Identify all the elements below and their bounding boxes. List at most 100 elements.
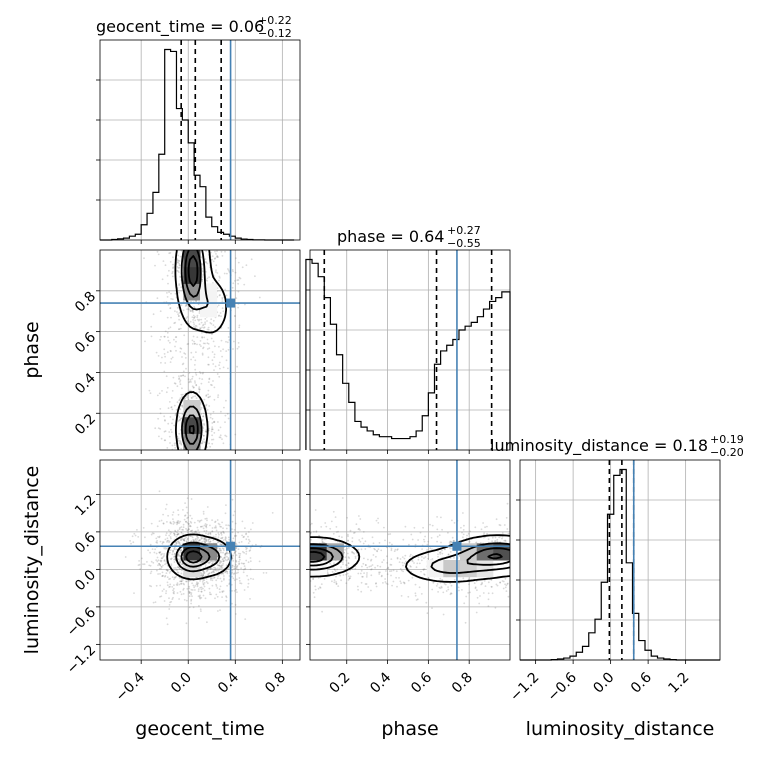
sample-point xyxy=(180,549,183,552)
sample-point xyxy=(443,582,446,585)
sample-point xyxy=(347,540,349,542)
sample-point xyxy=(442,613,445,616)
sample-point xyxy=(235,546,238,549)
sample-point xyxy=(225,350,228,352)
sample-point xyxy=(201,331,203,334)
sample-point xyxy=(365,564,367,567)
sample-point xyxy=(171,586,174,588)
sample-point xyxy=(195,373,198,376)
sample-point xyxy=(180,580,182,582)
sample-point xyxy=(172,267,174,270)
sample-point xyxy=(225,340,227,343)
sample-point xyxy=(169,361,172,363)
sample-point xyxy=(210,593,213,596)
sample-point xyxy=(501,537,503,540)
sample-point xyxy=(313,596,316,599)
sample-point xyxy=(192,539,195,542)
sample-point xyxy=(484,585,487,587)
sample-point xyxy=(474,526,477,529)
sample-point xyxy=(225,504,227,506)
sample-point xyxy=(254,275,256,278)
sample-point xyxy=(211,530,214,533)
sample-point xyxy=(191,309,194,312)
sample-point xyxy=(214,568,216,571)
sample-point xyxy=(170,357,173,360)
sample-point xyxy=(176,533,179,536)
sample-point xyxy=(158,490,161,493)
sample-point xyxy=(467,592,470,594)
sample-point xyxy=(384,578,386,580)
sample-point xyxy=(429,523,431,526)
sample-point xyxy=(172,592,175,594)
sample-point xyxy=(394,548,397,551)
sample-point xyxy=(188,525,191,528)
sample-point xyxy=(170,298,173,300)
sample-point xyxy=(167,336,169,339)
sample-point xyxy=(225,399,227,402)
sample-point xyxy=(483,532,485,534)
sample-point xyxy=(202,579,205,581)
sample-point xyxy=(154,548,157,551)
sample-point xyxy=(152,313,155,316)
sample-point xyxy=(205,538,207,541)
sample-point xyxy=(333,562,335,564)
sample-point xyxy=(502,580,505,583)
sample-point xyxy=(185,520,187,523)
sample-point xyxy=(235,547,238,550)
sample-point xyxy=(345,564,347,566)
sample-point xyxy=(188,591,191,594)
sample-point xyxy=(158,535,161,538)
sample-point xyxy=(219,434,222,437)
sample-point xyxy=(164,430,167,432)
sample-point xyxy=(202,583,205,586)
sample-point xyxy=(173,532,175,535)
sample-point xyxy=(200,590,203,593)
sample-point xyxy=(189,309,192,312)
sample-point xyxy=(194,538,197,541)
sample-point xyxy=(186,532,189,534)
sample-point xyxy=(188,587,191,590)
sample-point xyxy=(198,605,200,607)
sample-point xyxy=(202,415,205,418)
sample-point xyxy=(176,521,179,524)
sample-point xyxy=(227,327,230,329)
sample-point xyxy=(491,540,493,543)
sample-point xyxy=(170,563,173,566)
sample-point xyxy=(165,391,168,394)
sample-point xyxy=(413,562,415,564)
sample-point xyxy=(216,519,219,521)
sample-point xyxy=(166,537,169,540)
sample-point xyxy=(159,595,161,598)
sample-point xyxy=(461,589,463,591)
sample-point xyxy=(171,356,174,359)
sample-point xyxy=(209,395,212,398)
sample-point xyxy=(176,569,179,571)
sample-point xyxy=(375,582,377,585)
sample-point xyxy=(235,559,238,562)
sample-point xyxy=(168,435,171,438)
sample-point xyxy=(203,423,205,425)
sample-point xyxy=(167,304,170,306)
sample-point xyxy=(186,588,189,590)
sample-point xyxy=(411,538,414,541)
sample-point xyxy=(137,536,140,538)
sample-point xyxy=(204,258,207,260)
sample-point xyxy=(169,261,172,263)
sample-point xyxy=(211,579,214,582)
sample-point xyxy=(203,579,206,582)
sample-point xyxy=(171,576,174,579)
sample-point xyxy=(505,590,508,592)
sample-point xyxy=(451,536,454,539)
sample-point xyxy=(178,260,181,262)
sample-point xyxy=(164,538,167,541)
sample-point xyxy=(220,410,222,413)
sample-point xyxy=(214,520,217,523)
sample-point xyxy=(231,498,234,501)
sample-point xyxy=(179,560,182,563)
sample-point xyxy=(172,549,175,552)
sample-point xyxy=(196,582,199,585)
sample-point xyxy=(495,583,498,586)
sample-point xyxy=(166,447,169,449)
sample-point xyxy=(161,553,163,555)
sample-point xyxy=(202,371,205,374)
